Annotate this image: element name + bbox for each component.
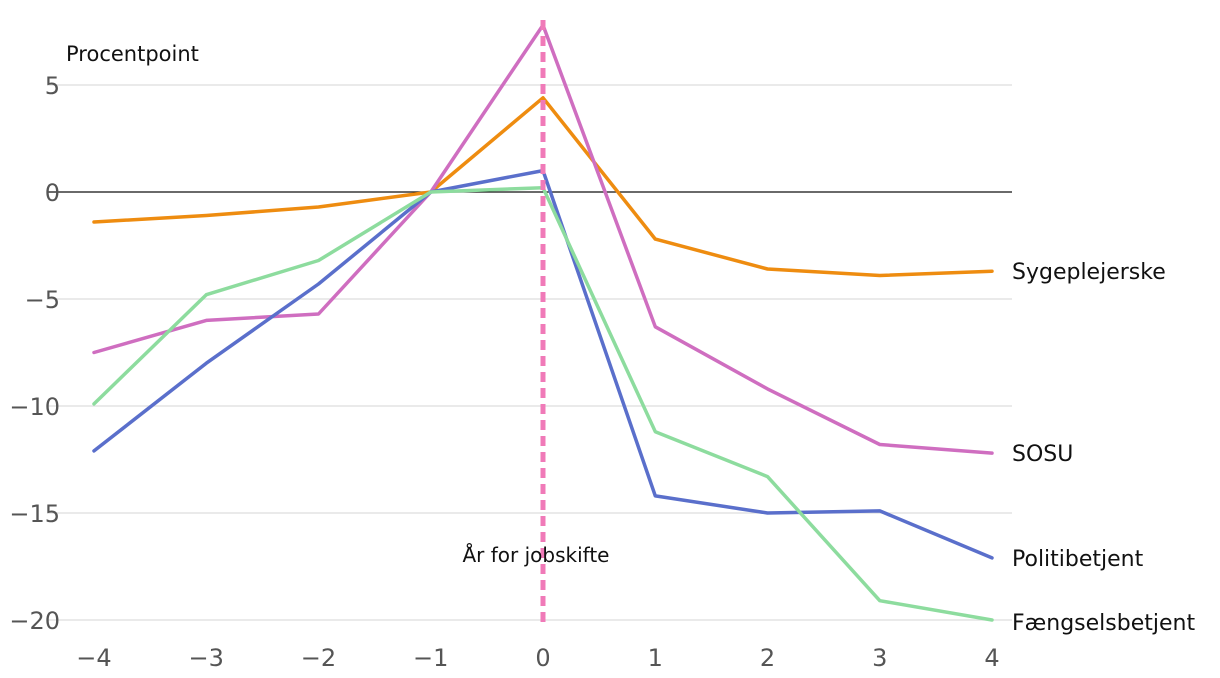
series-layer	[92, 23, 994, 622]
x-tick-label: −4	[76, 644, 111, 672]
series-line-sygeplejerske	[92, 96, 994, 278]
x-tick-label: −3	[189, 644, 224, 672]
series-label: SOSU	[1012, 442, 1073, 467]
y-tick-label: 5	[45, 72, 60, 100]
vertical-marker-label: År for jobskifte	[462, 543, 609, 567]
x-tick-label: −2	[301, 644, 336, 672]
series-label: Fængselsbetjent	[1012, 611, 1195, 636]
x-tick-label: 2	[760, 644, 775, 672]
x-tick-label: 3	[872, 644, 887, 672]
grid-layer	[48, 84, 1012, 621]
x-tick-label: 4	[984, 644, 999, 672]
x-tick-label: −1	[413, 644, 448, 672]
y-tick-label: −10	[9, 393, 60, 421]
x-tick-label: 0	[535, 644, 550, 672]
series-label: Sygeplejerske	[1012, 260, 1166, 285]
y-tick-label: −5	[25, 286, 60, 314]
y-tick-label: 0	[45, 179, 60, 207]
y-axis-label: Procentpoint	[66, 42, 199, 66]
series-label: Politibetjent	[1012, 547, 1144, 572]
y-tick-label: −20	[9, 607, 60, 635]
y-tick-label: −15	[9, 500, 60, 528]
x-tick-label: 1	[648, 644, 663, 672]
text-layer: Procentpoint År for jobskifte 50−5−10−15…	[9, 42, 1195, 672]
